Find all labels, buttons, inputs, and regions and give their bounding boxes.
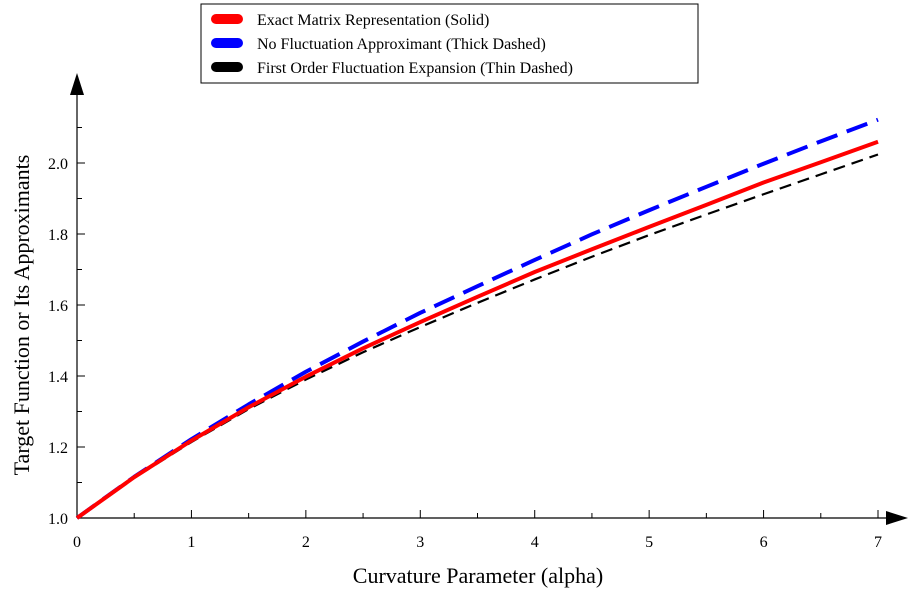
x-tick-label: 6 — [760, 534, 768, 551]
x-tick-label: 3 — [416, 534, 424, 551]
y-tick-label: 2.0 — [48, 156, 68, 173]
legend-label-2: First Order Fluctuation Expansion (Thin … — [257, 60, 573, 77]
y-tick-label: 1.0 — [48, 511, 68, 528]
y-axis-title: Target Function or Its Approximants — [9, 155, 34, 476]
y-tick-label: 1.4 — [48, 369, 68, 386]
x-tick-label: 7 — [874, 534, 882, 551]
x-tick-label: 4 — [531, 534, 539, 551]
y-tick-label: 1.8 — [48, 227, 68, 244]
series-layer — [75, 117, 879, 520]
y-tick-label: 1.6 — [48, 298, 68, 315]
series-line-2 — [76, 153, 879, 519]
series-line-0 — [75, 139, 879, 520]
y-tick-label: 1.2 — [48, 440, 68, 457]
x-tick-label: 2 — [302, 534, 310, 551]
x-axis-title: Curvature Parameter (alpha) — [353, 563, 603, 588]
y-axis-arrow-icon — [70, 73, 84, 95]
axes: 0 1 2 3 4 5 6 7 1.0 1.2 1.4 1.6 1.8 2.0 — [48, 73, 908, 551]
x-tick-label: 5 — [645, 534, 653, 551]
legend-box — [200, 3, 699, 84]
legend-label-1: No Fluctuation Approximant (Thick Dashed… — [257, 36, 546, 53]
legend: Exact Matrix Representation (Solid) No Fl… — [200, 3, 699, 84]
x-tick-label: 1 — [187, 534, 195, 551]
legend-label-0: Exact Matrix Representation (Solid) — [257, 12, 489, 29]
series-line-1 — [75, 117, 879, 520]
x-axis-arrow-icon — [886, 511, 908, 525]
x-tick-label: 0 — [73, 534, 81, 551]
